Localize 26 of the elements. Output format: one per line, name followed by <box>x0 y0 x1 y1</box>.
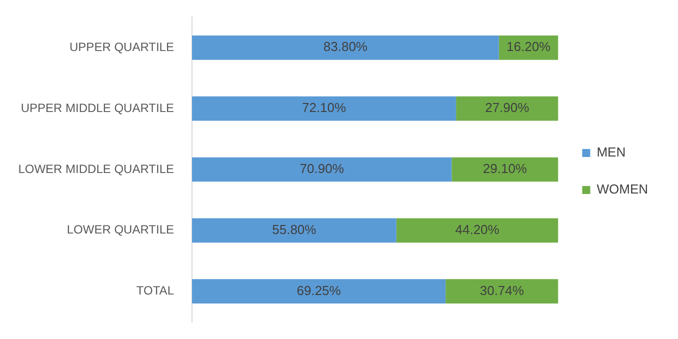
data-label: 27.90% <box>485 100 530 116</box>
bar <box>396 218 558 243</box>
data-label: 69.25% <box>296 282 342 298</box>
bar <box>452 157 558 182</box>
bar <box>192 157 452 182</box>
data-label: 72.10% <box>302 100 347 116</box>
y-tick-label: TOTAL <box>136 284 174 298</box>
data-label: 16.20% <box>506 39 552 54</box>
legend-label: MEN <box>596 144 626 160</box>
bar <box>192 218 396 243</box>
y-tick-label: UPPER MIDDLE QUARTILE <box>20 100 174 115</box>
data-label: 83.80% <box>323 39 368 54</box>
bar <box>192 279 446 304</box>
data-label: 70.90% <box>300 161 344 176</box>
y-tick-label: LOWER QUARTILE <box>66 222 174 237</box>
data-label: 30.74% <box>480 282 524 298</box>
y-tick-label: UPPER QUARTILE <box>70 40 174 54</box>
bar <box>456 96 558 121</box>
legend-label: WOMEN <box>596 182 648 197</box>
data-label: 44.20% <box>455 222 500 237</box>
data-label: 55.80% <box>272 222 317 237</box>
y-tick-label: LOWER MIDDLE QUARTILE <box>18 162 174 176</box>
data-label: 29.10% <box>482 161 528 176</box>
bar <box>192 96 456 121</box>
bar <box>192 35 499 60</box>
bar <box>446 279 558 304</box>
